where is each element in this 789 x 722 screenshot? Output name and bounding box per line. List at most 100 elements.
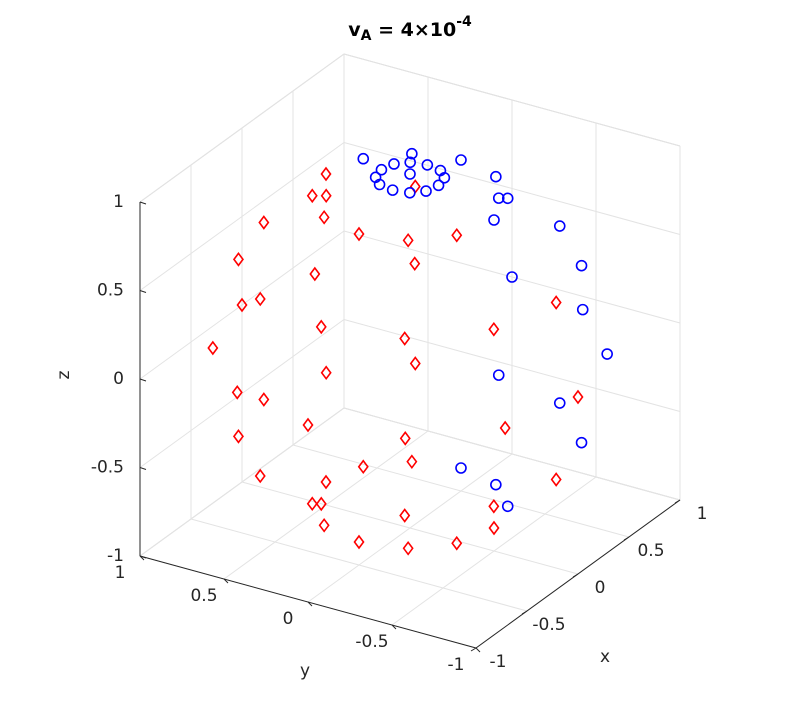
diamond-marker	[406, 454, 418, 470]
y-tick-label: 0	[283, 609, 294, 629]
grid-line	[343, 142, 681, 235]
circle-marker	[421, 159, 434, 171]
z-tick	[139, 378, 147, 382]
x-tick-label: -0.5	[532, 615, 565, 635]
y-tick-label: 0.5	[190, 586, 217, 606]
diamond-marker	[488, 520, 500, 536]
x-tick	[572, 573, 579, 578]
circle-marker	[375, 163, 388, 176]
diamond-marker	[254, 468, 266, 484]
circle-marker	[553, 220, 566, 232]
diamond-marker	[409, 179, 421, 194]
x-tick-label: 1	[697, 504, 708, 524]
circle-marker	[420, 185, 432, 197]
z-tick-label: 0	[113, 369, 124, 389]
circle-marker	[388, 158, 400, 170]
title-base: v	[348, 19, 361, 41]
z-tick-label: 0.5	[97, 281, 124, 301]
x-tick-label: 0	[595, 578, 606, 598]
diamond-marker	[232, 429, 244, 444]
x-tick	[674, 499, 681, 504]
x-tick-label: 0.5	[637, 541, 664, 561]
diamond-marker	[550, 472, 562, 487]
diamond-marker	[320, 365, 332, 381]
circle-marker	[432, 179, 445, 192]
diamond-marker	[451, 535, 463, 551]
circle-marker	[488, 214, 500, 226]
circle-marker	[404, 168, 416, 180]
circle-marker	[357, 152, 370, 165]
diamond-marker	[231, 385, 243, 400]
z-tick	[139, 201, 147, 205]
y-tick-label: -0.5	[355, 632, 388, 652]
circle-marker	[553, 397, 566, 409]
circle-marker	[506, 271, 518, 283]
diamond-marker	[309, 266, 321, 282]
y-axis-label: y	[300, 661, 310, 681]
z-tick-label: 1	[113, 192, 124, 212]
title-sub: A	[361, 28, 372, 44]
circle-marker	[492, 192, 505, 204]
diamond-marker	[232, 252, 244, 267]
circle-marker	[455, 462, 467, 474]
y-tick-label: 1	[115, 563, 126, 583]
chart-title: vA = 4×10-4	[348, 14, 472, 44]
z-tick	[139, 555, 147, 559]
diamond-marker	[402, 232, 414, 248]
z-tick-label: -1	[107, 546, 124, 566]
x-tick	[521, 610, 528, 615]
z-tick	[139, 290, 147, 293]
circle-marker	[601, 348, 613, 360]
z-tick-label: -0.5	[91, 458, 124, 478]
diamond-marker	[318, 209, 330, 225]
diamond-marker	[320, 188, 332, 204]
diamond-marker	[254, 291, 266, 307]
circle-marker	[434, 164, 447, 177]
circle-marker	[455, 154, 467, 166]
diamond-marker	[572, 389, 584, 405]
circle-marker	[406, 147, 418, 160]
diamond-marker	[451, 227, 463, 243]
circle-marker	[490, 478, 502, 491]
title-mid: = 4×10	[371, 19, 456, 41]
x-tick	[623, 536, 630, 541]
grid-line	[343, 230, 681, 324]
diamond-marker	[399, 431, 411, 446]
diamond-marker	[302, 417, 314, 433]
diamond-marker	[320, 474, 332, 490]
grid-line	[343, 407, 681, 501]
diamond-marker	[236, 297, 248, 313]
diamond-marker	[399, 331, 411, 346]
diamond-marker	[499, 420, 511, 436]
grid-line	[139, 407, 345, 557]
circle-marker	[575, 436, 588, 449]
diamond-marker	[357, 459, 369, 475]
grid-line	[139, 53, 345, 203]
diamond-marker	[550, 295, 562, 310]
diamond-marker	[399, 508, 411, 523]
diamond-marker	[306, 188, 318, 204]
y-tick	[475, 647, 481, 653]
circle-marker	[575, 259, 588, 272]
diamond-marker	[353, 534, 365, 550]
circle-marker	[492, 369, 505, 381]
grid-line	[139, 230, 345, 380]
y-tick-label: -1	[448, 655, 465, 675]
circle-marker	[501, 192, 514, 205]
circle-marker	[404, 156, 416, 169]
z-axis-label: z	[54, 370, 74, 379]
circle-marker	[404, 186, 416, 199]
diamond-marker	[488, 321, 500, 337]
x-tick-label: -1	[490, 652, 507, 672]
circle-marker	[386, 184, 399, 196]
diamond-marker	[402, 540, 414, 556]
diamond-marker	[318, 517, 330, 533]
diamond-marker	[320, 166, 332, 182]
diamond-marker	[258, 392, 270, 407]
circle-marker	[490, 170, 502, 183]
z-tick	[139, 467, 147, 470]
diamond-marker	[353, 226, 365, 242]
title-sup: -4	[456, 14, 472, 30]
circle-marker	[501, 500, 514, 513]
